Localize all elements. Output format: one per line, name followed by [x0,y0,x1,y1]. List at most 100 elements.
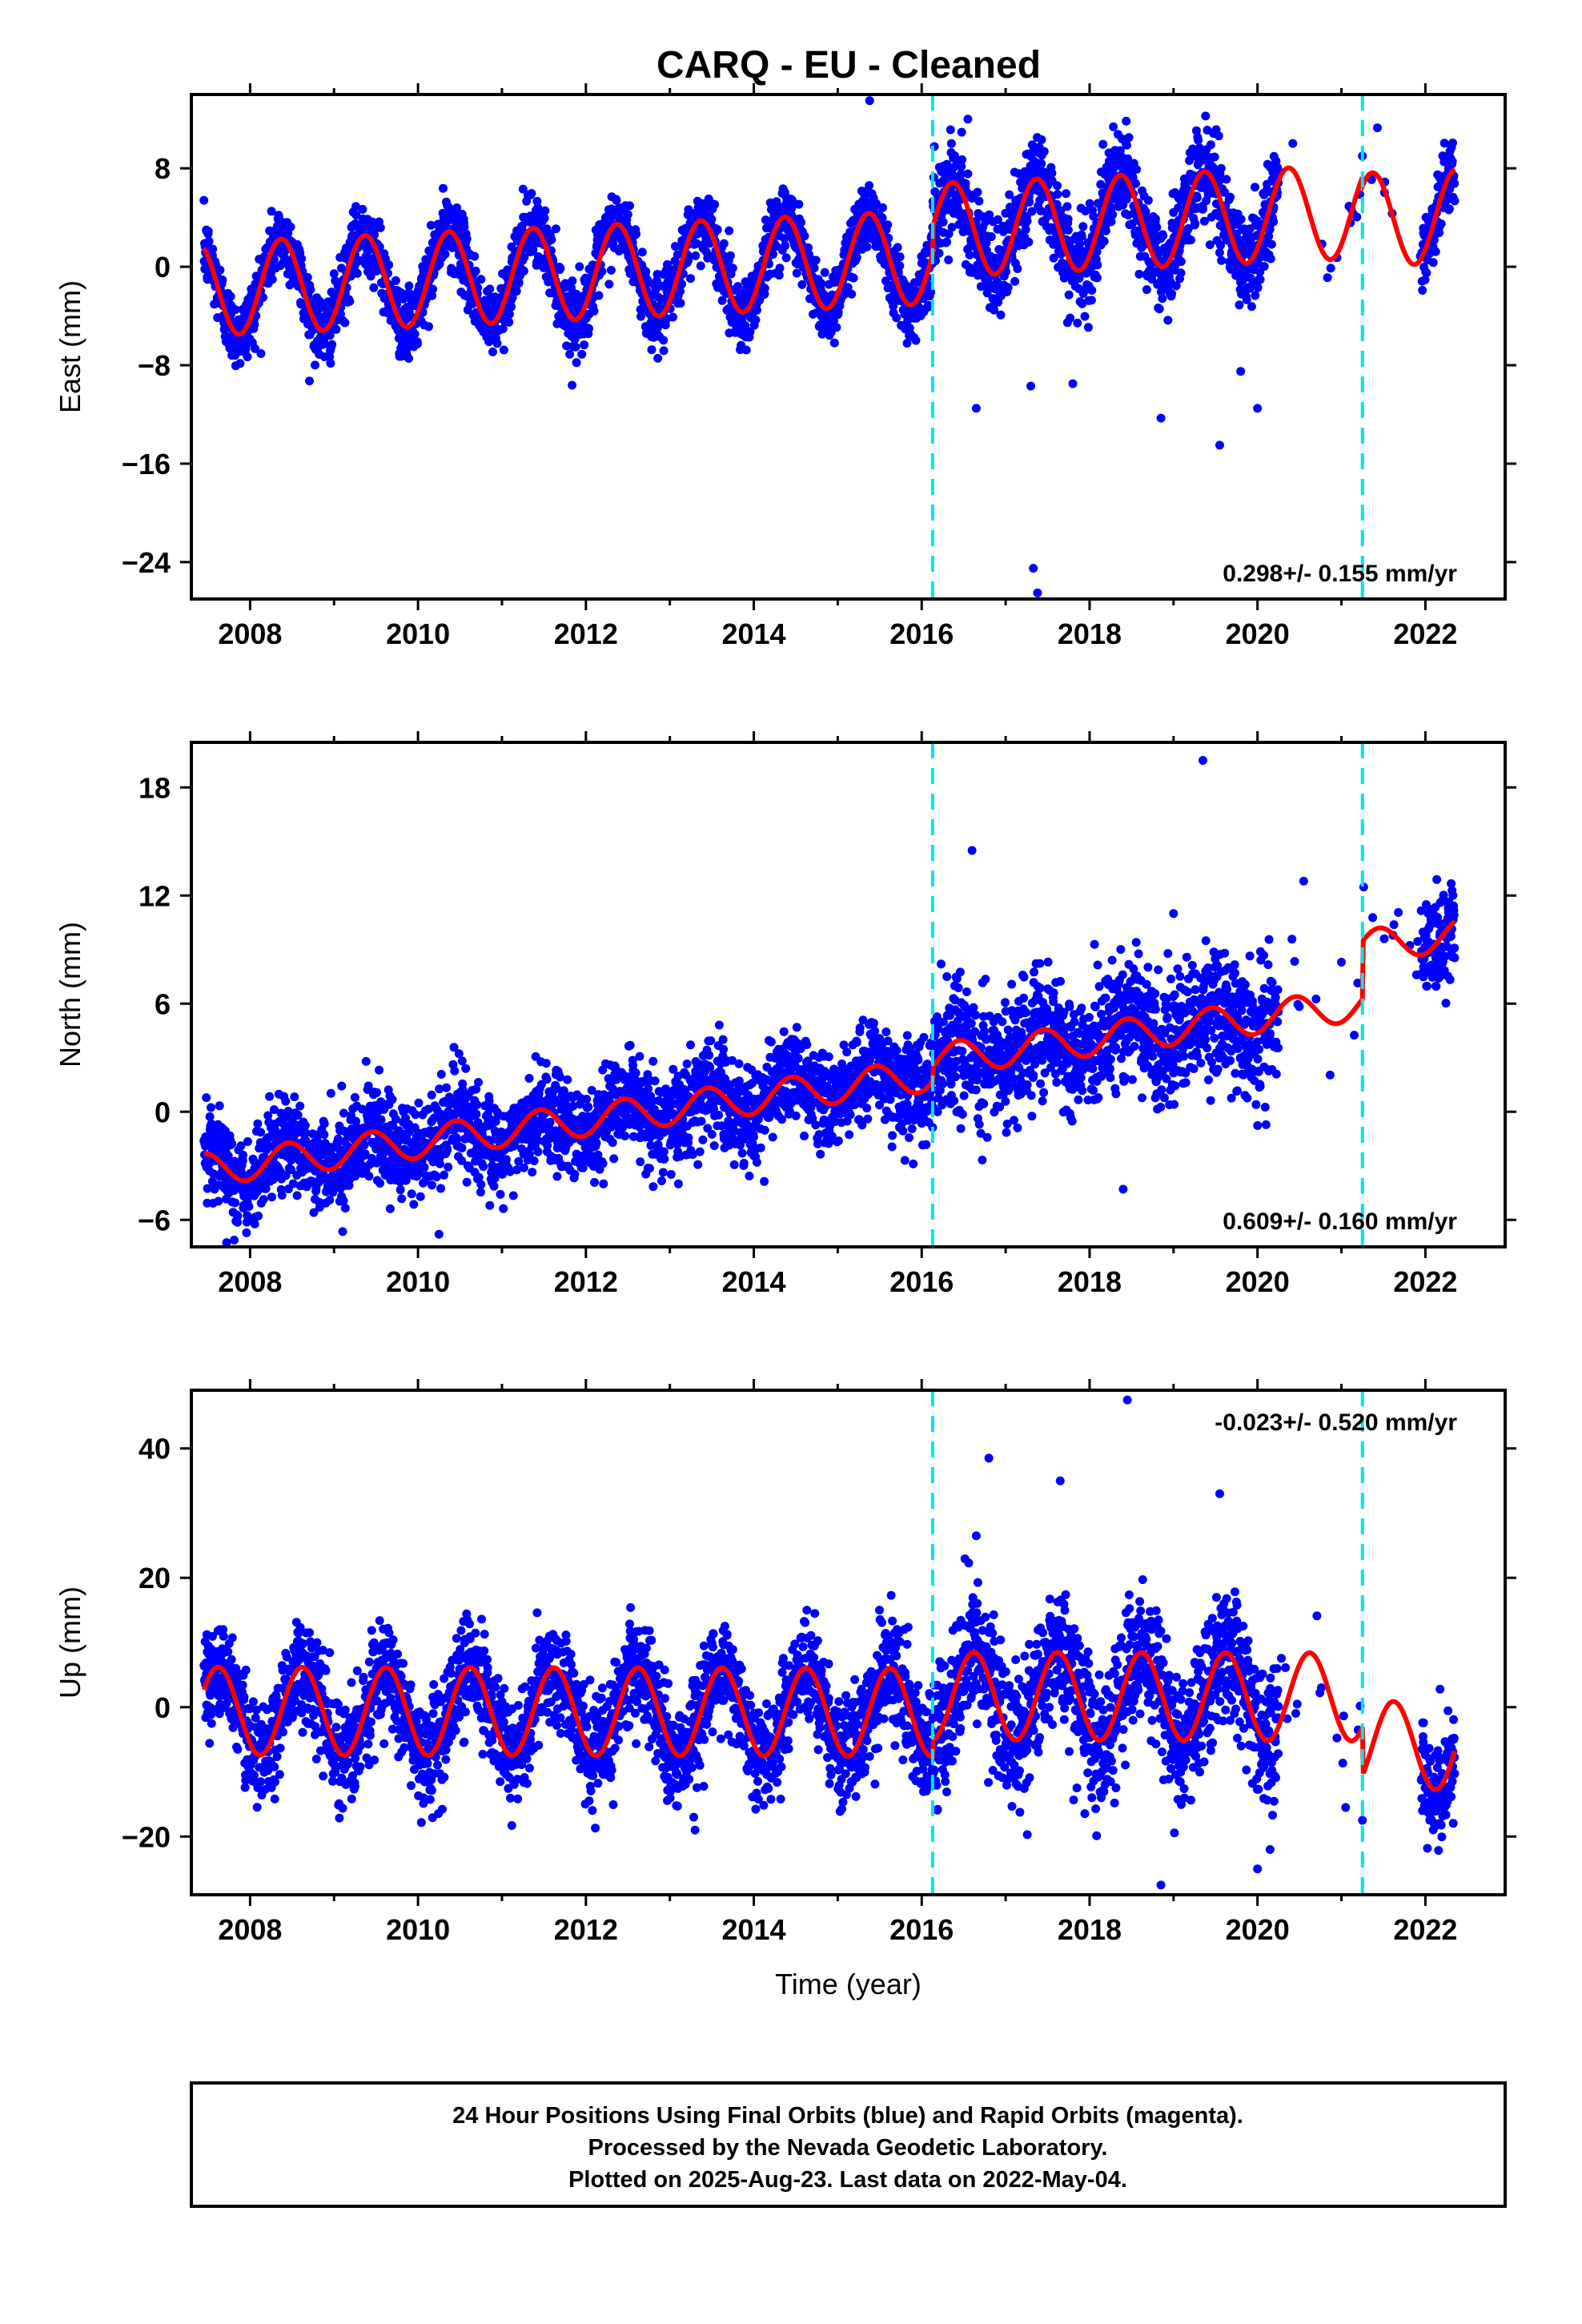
data-point [489,1181,499,1191]
x-tick-label: 2016 [889,617,954,650]
figure-title: CARQ - EU - Cleaned [656,44,1041,86]
data-point [1132,165,1142,174]
data-point [499,1204,508,1213]
data-point [300,1120,310,1130]
data-point [1142,285,1151,295]
data-point [1194,135,1203,145]
data-point [947,223,957,232]
data-point [847,289,857,299]
data-point [311,360,319,370]
data-point [1093,260,1102,270]
data-point [1066,313,1075,323]
plot-frame [190,93,1507,601]
data-point [1077,231,1086,241]
data-point [1226,192,1235,202]
data-point [498,324,508,334]
data-point [1183,223,1193,233]
data-point [361,1056,371,1066]
data-point [1222,175,1231,184]
data-point [1269,217,1279,227]
data-point [1134,269,1144,279]
data-point [996,310,1006,320]
data-point [647,345,656,355]
data-point [227,1139,237,1148]
data-point [1255,275,1265,284]
data-point [540,206,550,215]
data-point [471,1156,480,1166]
data-point [424,322,433,332]
data-point [577,349,587,359]
data-point [684,255,693,265]
data-point [474,1078,483,1087]
x-tick-label: 2018 [1058,617,1122,650]
data-point [1215,176,1224,186]
data-point [283,1107,293,1116]
data-point [1288,139,1298,148]
data-point [751,316,761,324]
data-point [243,352,252,362]
data-point [606,265,616,275]
data-point [1002,267,1011,276]
data-point [471,266,480,275]
data-point [372,1088,381,1097]
data-point [1428,258,1438,267]
data-point [457,1156,467,1165]
data-point [375,223,385,232]
data-point [637,247,647,257]
data-point [360,1149,370,1159]
data-point [507,302,516,312]
data-point [623,210,632,219]
data-point [301,1128,311,1138]
data-point [264,1141,274,1151]
data-point [800,231,809,241]
data-point [236,1141,246,1151]
data-point [973,187,982,197]
data-point [288,1179,298,1188]
data-point [1267,239,1276,249]
data-point [235,359,245,368]
data-point [204,236,214,246]
outlier-point [865,96,874,106]
data-point [250,320,259,329]
data-point [263,1111,273,1120]
data-point [1107,203,1117,212]
data-point [350,1092,359,1102]
data-point [199,195,209,205]
data-point [244,1202,254,1212]
data-point [998,227,1008,236]
data-point [571,342,580,352]
data-point [472,1100,482,1109]
data-point [1186,235,1195,245]
data-point [820,267,829,277]
data-point [1037,159,1046,168]
data-point [222,1238,231,1247]
data-point [256,349,266,358]
data-point [325,331,335,340]
data-point [457,1144,467,1152]
data-point [946,125,955,135]
data-point [843,283,853,292]
data-point [1047,168,1057,178]
data-point [568,276,577,286]
data-point [938,217,948,227]
data-point [565,349,575,359]
data-point [1078,222,1088,231]
data-point [893,243,902,252]
data-point [895,252,905,262]
data-point [444,1162,453,1172]
data-point [1201,111,1211,121]
data-point [707,215,717,224]
data-point [653,353,663,363]
data-point [1039,147,1049,156]
outlier-point [1215,440,1224,450]
data-point [329,269,339,279]
data-point [432,1172,441,1182]
data-point [292,1191,302,1200]
data-point [208,244,218,254]
data-point [388,1121,398,1131]
x-tick-label: 2010 [386,617,450,650]
x-tick-label: 2014 [721,617,785,650]
data-point [436,1109,446,1119]
data-point [1450,179,1460,188]
data-point [239,1150,247,1160]
